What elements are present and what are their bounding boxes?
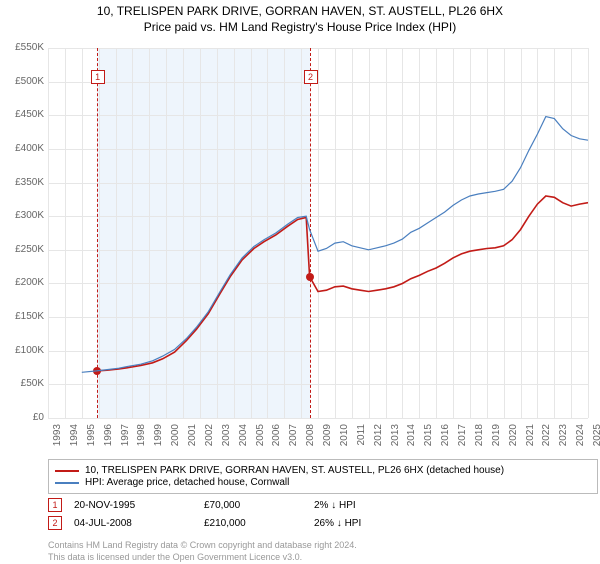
xtick-label: 1995 <box>86 424 97 452</box>
xtick-label: 2006 <box>271 424 282 452</box>
xtick-label: 1998 <box>136 424 147 452</box>
sale-row: 2 04-JUL-2008£210,00026% ↓ HPI <box>48 516 361 530</box>
title-line2: Price paid vs. HM Land Registry's House … <box>0 20 600 36</box>
gridline-v <box>588 48 589 418</box>
ytick-label: £500K <box>4 76 44 87</box>
ytick-label: £350K <box>4 177 44 188</box>
xtick-label: 2003 <box>221 424 232 452</box>
xtick-label: 2023 <box>558 424 569 452</box>
xtick-label: 2024 <box>575 424 586 452</box>
xtick-label: 2022 <box>541 424 552 452</box>
xtick-label: 2001 <box>187 424 198 452</box>
xtick-label: 1996 <box>103 424 114 452</box>
ytick-label: £550K <box>4 42 44 53</box>
legend-label: 10, TRELISPEN PARK DRIVE, GORRAN HAVEN, … <box>85 465 504 476</box>
xtick-label: 1993 <box>52 424 63 452</box>
xtick-label: 2016 <box>440 424 451 452</box>
sale-date: 20-NOV-1995 <box>74 500 204 511</box>
xtick-label: 2020 <box>508 424 519 452</box>
xtick-label: 2014 <box>406 424 417 452</box>
xtick-label: 2011 <box>356 424 367 452</box>
chart-title: 10, TRELISPEN PARK DRIVE, GORRAN HAVEN, … <box>0 4 600 35</box>
ytick-label: £0 <box>4 412 44 423</box>
gridline-h <box>48 418 588 419</box>
xtick-label: 2017 <box>457 424 468 452</box>
ytick-label: £100K <box>4 345 44 356</box>
xtick-label: 2015 <box>423 424 434 452</box>
legend-swatch <box>55 470 79 472</box>
xtick-label: 2021 <box>525 424 536 452</box>
footer-line2: This data is licensed under the Open Gov… <box>48 552 357 564</box>
sale-date: 04-JUL-2008 <box>74 518 204 529</box>
ytick-label: £400K <box>4 143 44 154</box>
xtick-label: 1999 <box>153 424 164 452</box>
ytick-label: £250K <box>4 244 44 255</box>
series-svg <box>48 48 588 418</box>
sale-price: £70,000 <box>204 500 314 511</box>
sale-marker-badge: 1 <box>48 498 62 512</box>
ytick-label: £50K <box>4 378 44 389</box>
footer-line1: Contains HM Land Registry data © Crown c… <box>48 540 357 552</box>
xtick-label: 2012 <box>373 424 384 452</box>
title-line1: 10, TRELISPEN PARK DRIVE, GORRAN HAVEN, … <box>0 4 600 20</box>
sale-delta: 26% ↓ HPI <box>314 518 361 529</box>
xtick-label: 2000 <box>170 424 181 452</box>
sale-row: 1 20-NOV-1995£70,0002% ↓ HPI <box>48 498 356 512</box>
legend-box: 10, TRELISPEN PARK DRIVE, GORRAN HAVEN, … <box>48 459 598 494</box>
ytick-label: £300K <box>4 210 44 221</box>
chart-area: 12 £0 £50K £100K £150K £200K £250K £300K £350K £… <box>0 44 600 454</box>
legend-label: HPI: Average price, detached house, Corn… <box>85 477 289 488</box>
ytick-label: £200K <box>4 277 44 288</box>
xtick-label: 1997 <box>120 424 131 452</box>
xtick-label: 2005 <box>255 424 266 452</box>
xtick-label: 2007 <box>288 424 299 452</box>
sale-price: £210,000 <box>204 518 314 529</box>
xtick-label: 2008 <box>305 424 316 452</box>
plot-area: 12 <box>48 48 588 418</box>
xtick-label: 2004 <box>238 424 249 452</box>
series-line-price_paid <box>97 196 588 371</box>
series-line-hpi <box>82 117 588 373</box>
ytick-label: £150K <box>4 311 44 322</box>
legend-row: HPI: Average price, detached house, Corn… <box>55 477 591 488</box>
legend-swatch <box>55 482 79 484</box>
ytick-label: £450K <box>4 109 44 120</box>
chart-container: 10, TRELISPEN PARK DRIVE, GORRAN HAVEN, … <box>0 4 600 564</box>
xtick-label: 2002 <box>204 424 215 452</box>
xtick-label: 2010 <box>339 424 350 452</box>
legend-row: 10, TRELISPEN PARK DRIVE, GORRAN HAVEN, … <box>55 465 591 476</box>
xtick-label: 2018 <box>474 424 485 452</box>
xtick-label: 2009 <box>322 424 333 452</box>
xtick-label: 2013 <box>390 424 401 452</box>
xtick-label: 2025 <box>592 424 600 452</box>
xtick-label: 2019 <box>491 424 502 452</box>
sale-delta: 2% ↓ HPI <box>314 500 356 511</box>
sale-marker-badge: 2 <box>48 516 62 530</box>
xtick-label: 1994 <box>69 424 80 452</box>
